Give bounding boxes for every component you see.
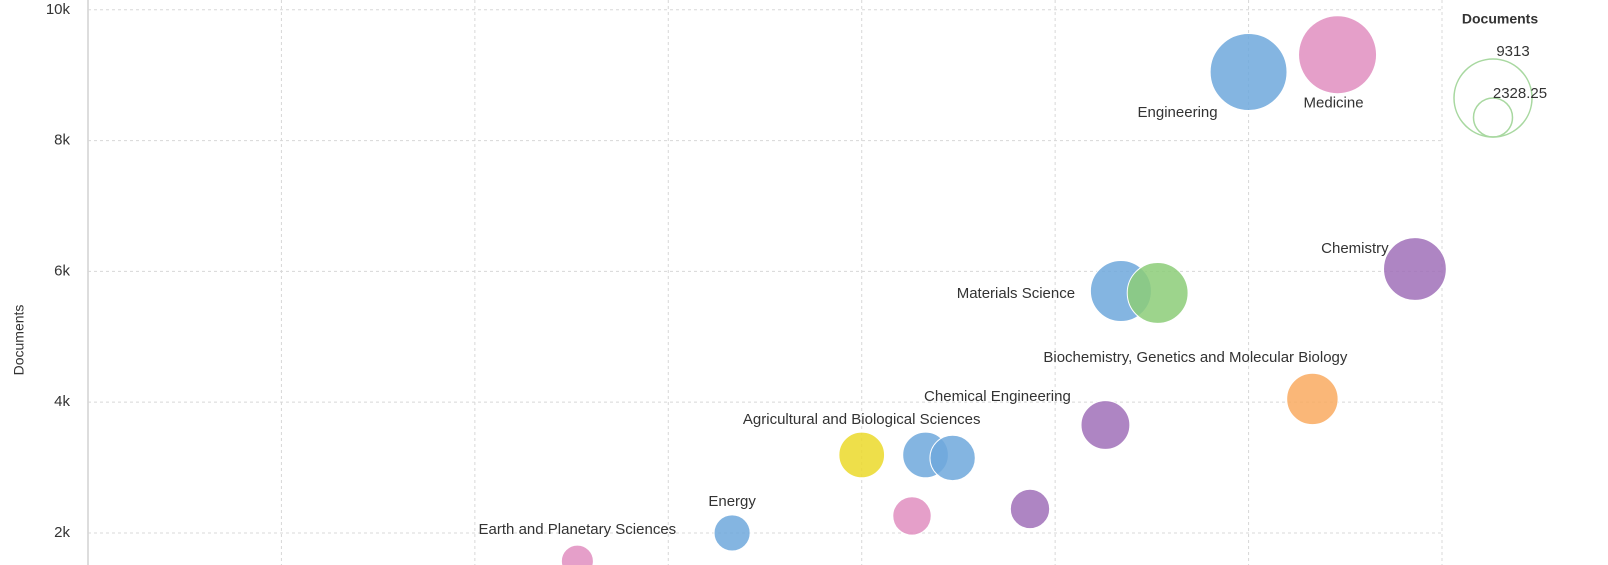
bubble — [1009, 488, 1051, 530]
bubble — [1383, 237, 1447, 301]
bubble — [838, 431, 886, 479]
y-tick-label: 6k — [54, 262, 70, 279]
bubble — [1126, 262, 1189, 324]
bubble-label: Chemical Engineering — [924, 388, 1071, 405]
y-tick-label: 2k — [54, 524, 70, 541]
y-tick-label: 4k — [54, 393, 70, 410]
y-tick-label: 10k — [46, 1, 71, 18]
size-legend-label: 2328.25 — [1493, 85, 1547, 102]
bubble — [1286, 372, 1339, 426]
bubble-label: Agricultural and Biological Sciences — [743, 411, 981, 428]
bubble-label: Medicine — [1304, 95, 1364, 112]
bubble-label: Materials Science — [957, 285, 1075, 302]
bubble-label: Energy — [708, 493, 756, 510]
bubble — [713, 514, 751, 552]
y-axis-label: Documents — [11, 305, 27, 376]
legend-title: Documents — [1462, 11, 1538, 27]
bubble — [1298, 15, 1378, 95]
bubble-label: Biochemistry, Genetics and Molecular Bio… — [1043, 349, 1348, 366]
size-legend-circle — [1472, 97, 1514, 138]
bubble-label: Engineering — [1138, 104, 1218, 121]
size-legend-label: 9313 — [1496, 43, 1529, 60]
bubble — [892, 496, 932, 536]
bubble — [1209, 33, 1288, 111]
y-tick-label: 8k — [54, 132, 70, 149]
bubble — [929, 434, 976, 482]
bubble — [1080, 400, 1131, 450]
bubble — [560, 544, 594, 565]
bubble-label: Earth and Planetary Sciences — [479, 521, 677, 538]
bubble-label: Chemistry — [1321, 240, 1389, 257]
